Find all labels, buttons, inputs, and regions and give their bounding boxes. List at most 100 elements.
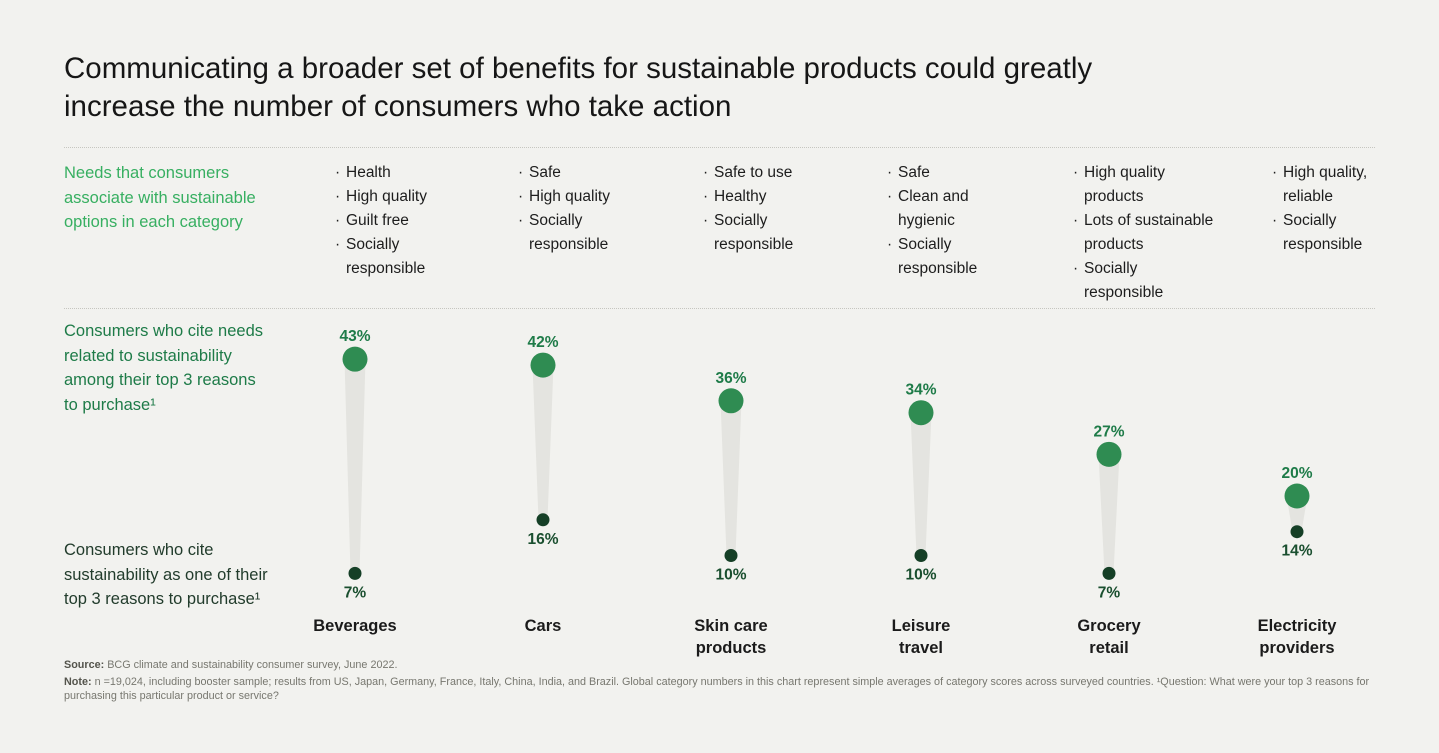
bullet-text: Safe	[529, 164, 561, 181]
bullet-item: · Socially responsible	[1272, 209, 1432, 257]
low-value-label: 10%	[905, 567, 936, 584]
connector-bar	[532, 365, 554, 520]
note-line: Note: n =19,024, including booster sampl…	[64, 675, 1380, 703]
lollipop-leisure-travel: 34% 10%	[905, 382, 936, 584]
high-value-label: 43%	[339, 328, 370, 345]
low-value-marker	[348, 566, 362, 580]
dotted-divider-middle	[64, 308, 1375, 309]
bullet-icon: ·	[887, 188, 893, 205]
bullet-text: Clean and hygienic	[898, 188, 969, 229]
bullet-icon: ·	[518, 164, 524, 181]
bullet-item: · Lots of sustainable products	[1073, 209, 1253, 257]
bullet-text: Healthy	[714, 188, 767, 205]
bullet-icon: ·	[703, 164, 709, 181]
note-text: n =19,024, including booster sample; res…	[64, 676, 1370, 702]
category-label-beverages: Beverages	[313, 617, 397, 635]
low-value-label: 16%	[527, 531, 558, 548]
low-value-marker	[1102, 566, 1116, 580]
bullet-item: · High quality, reliable	[1272, 161, 1432, 209]
high-value-label: 27%	[1093, 423, 1124, 440]
lollipop-beverages: 43% 7%	[339, 328, 370, 601]
bullet-item: · Socially responsible	[335, 233, 515, 281]
bullet-item: · Safe	[518, 161, 698, 185]
bullet-text: Socially responsible	[898, 236, 978, 277]
source-line: Source: BCG climate and sustainability c…	[64, 658, 1380, 672]
connector-bar	[1098, 454, 1120, 574]
low-value-marker	[914, 549, 928, 562]
high-value-label: 20%	[1281, 465, 1312, 482]
chart-series-label-low: Consumers who cite sustainability as one…	[64, 541, 268, 608]
lollipop-cars: 42% 16%	[527, 334, 558, 548]
bullet-text: Socially responsible	[1283, 212, 1363, 253]
needs-list-2: · Safe · High quality · Socially responsible	[518, 161, 698, 257]
bullet-item: · High quality	[335, 185, 515, 209]
bullet-icon: ·	[887, 164, 893, 181]
chart-series-label-high: Consumers who cite needs related to sust…	[64, 322, 264, 414]
lollipop-electricity-providers: 20% 14%	[1281, 465, 1312, 560]
bullet-item: · Healthy	[703, 185, 883, 209]
bullet-item: · High quality products	[1073, 161, 1253, 209]
high-value-marker	[718, 388, 744, 414]
bullet-icon: ·	[887, 236, 893, 253]
connector-bar	[344, 359, 366, 574]
bullet-text: Socially responsible	[346, 236, 426, 277]
high-value-label: 36%	[715, 370, 746, 387]
high-value-label: 34%	[905, 382, 936, 399]
needs-list-1: · Health · High quality · Guilt free · Socially…	[335, 161, 515, 281]
category-label-electricity-providers: Electricity providers	[1257, 617, 1337, 657]
connector-bar	[720, 400, 742, 556]
bullet-icon: ·	[1073, 212, 1079, 229]
low-value-label: 14%	[1281, 543, 1312, 560]
bullet-text: Health	[346, 164, 391, 181]
note-label: Note:	[64, 676, 92, 688]
bullet-item: · Clean and hygienic	[887, 185, 1067, 233]
category-label-skin-care-products: Skin care products	[694, 617, 768, 657]
bullet-text: High quality	[346, 188, 427, 205]
category-label-grocery-retail: Grocery retail	[1077, 617, 1141, 657]
low-value-marker	[724, 549, 738, 562]
source-text: BCG climate and sustainability consumer …	[107, 659, 398, 671]
page-title: Communicating a broader set of benefits …	[64, 52, 1093, 123]
bullet-icon: ·	[1272, 212, 1278, 229]
high-value-label: 42%	[527, 334, 558, 351]
bullet-icon: ·	[335, 236, 341, 253]
bullet-item: · Safe to use	[703, 161, 883, 185]
bullet-text: High quality, reliable	[1283, 164, 1368, 205]
bullet-icon: ·	[335, 212, 341, 229]
high-value-marker	[1096, 441, 1122, 467]
category-label-leisure-travel: Leisure travel	[891, 617, 951, 657]
bullet-text: Guilt free	[346, 212, 409, 229]
bullet-text: Socially responsible	[714, 212, 794, 253]
bullet-text: High quality products	[1084, 164, 1165, 205]
bullet-text: Safe to use	[714, 164, 793, 181]
category-label-cars: Cars	[524, 617, 562, 635]
bullet-text: Lots of sustainable products	[1084, 212, 1214, 253]
bullet-text: Socially responsible	[1084, 260, 1164, 301]
bullet-icon: ·	[518, 212, 524, 229]
bullet-text: High quality	[529, 188, 610, 205]
low-value-label: 7%	[1098, 584, 1121, 601]
bullet-text: Socially responsible	[529, 212, 609, 253]
needs-list-4: · Safe · Clean and hygienic · Socially respon…	[887, 161, 1067, 281]
bullet-icon: ·	[703, 212, 709, 229]
bullet-item: · Guilt free	[335, 209, 515, 233]
lollipop-skin-care-products: 36% 10%	[715, 370, 746, 584]
high-value-marker	[1284, 483, 1310, 509]
bullet-icon: ·	[518, 188, 524, 205]
high-value-marker	[908, 400, 934, 426]
bullet-item: · Socially responsible	[518, 209, 698, 257]
low-value-label: 7%	[344, 584, 367, 601]
bullet-item: · High quality	[518, 185, 698, 209]
bullet-item: · Health	[335, 161, 515, 185]
bullet-icon: ·	[1073, 260, 1079, 277]
high-value-marker	[530, 352, 556, 378]
bullet-item: · Socially responsible	[1073, 257, 1253, 305]
dotted-divider-top	[64, 147, 1375, 148]
low-value-marker	[1290, 525, 1304, 539]
low-value-label: 10%	[715, 567, 746, 584]
low-value-marker	[536, 513, 550, 527]
high-value-marker	[342, 346, 368, 372]
bullet-item: · Safe	[887, 161, 1067, 185]
